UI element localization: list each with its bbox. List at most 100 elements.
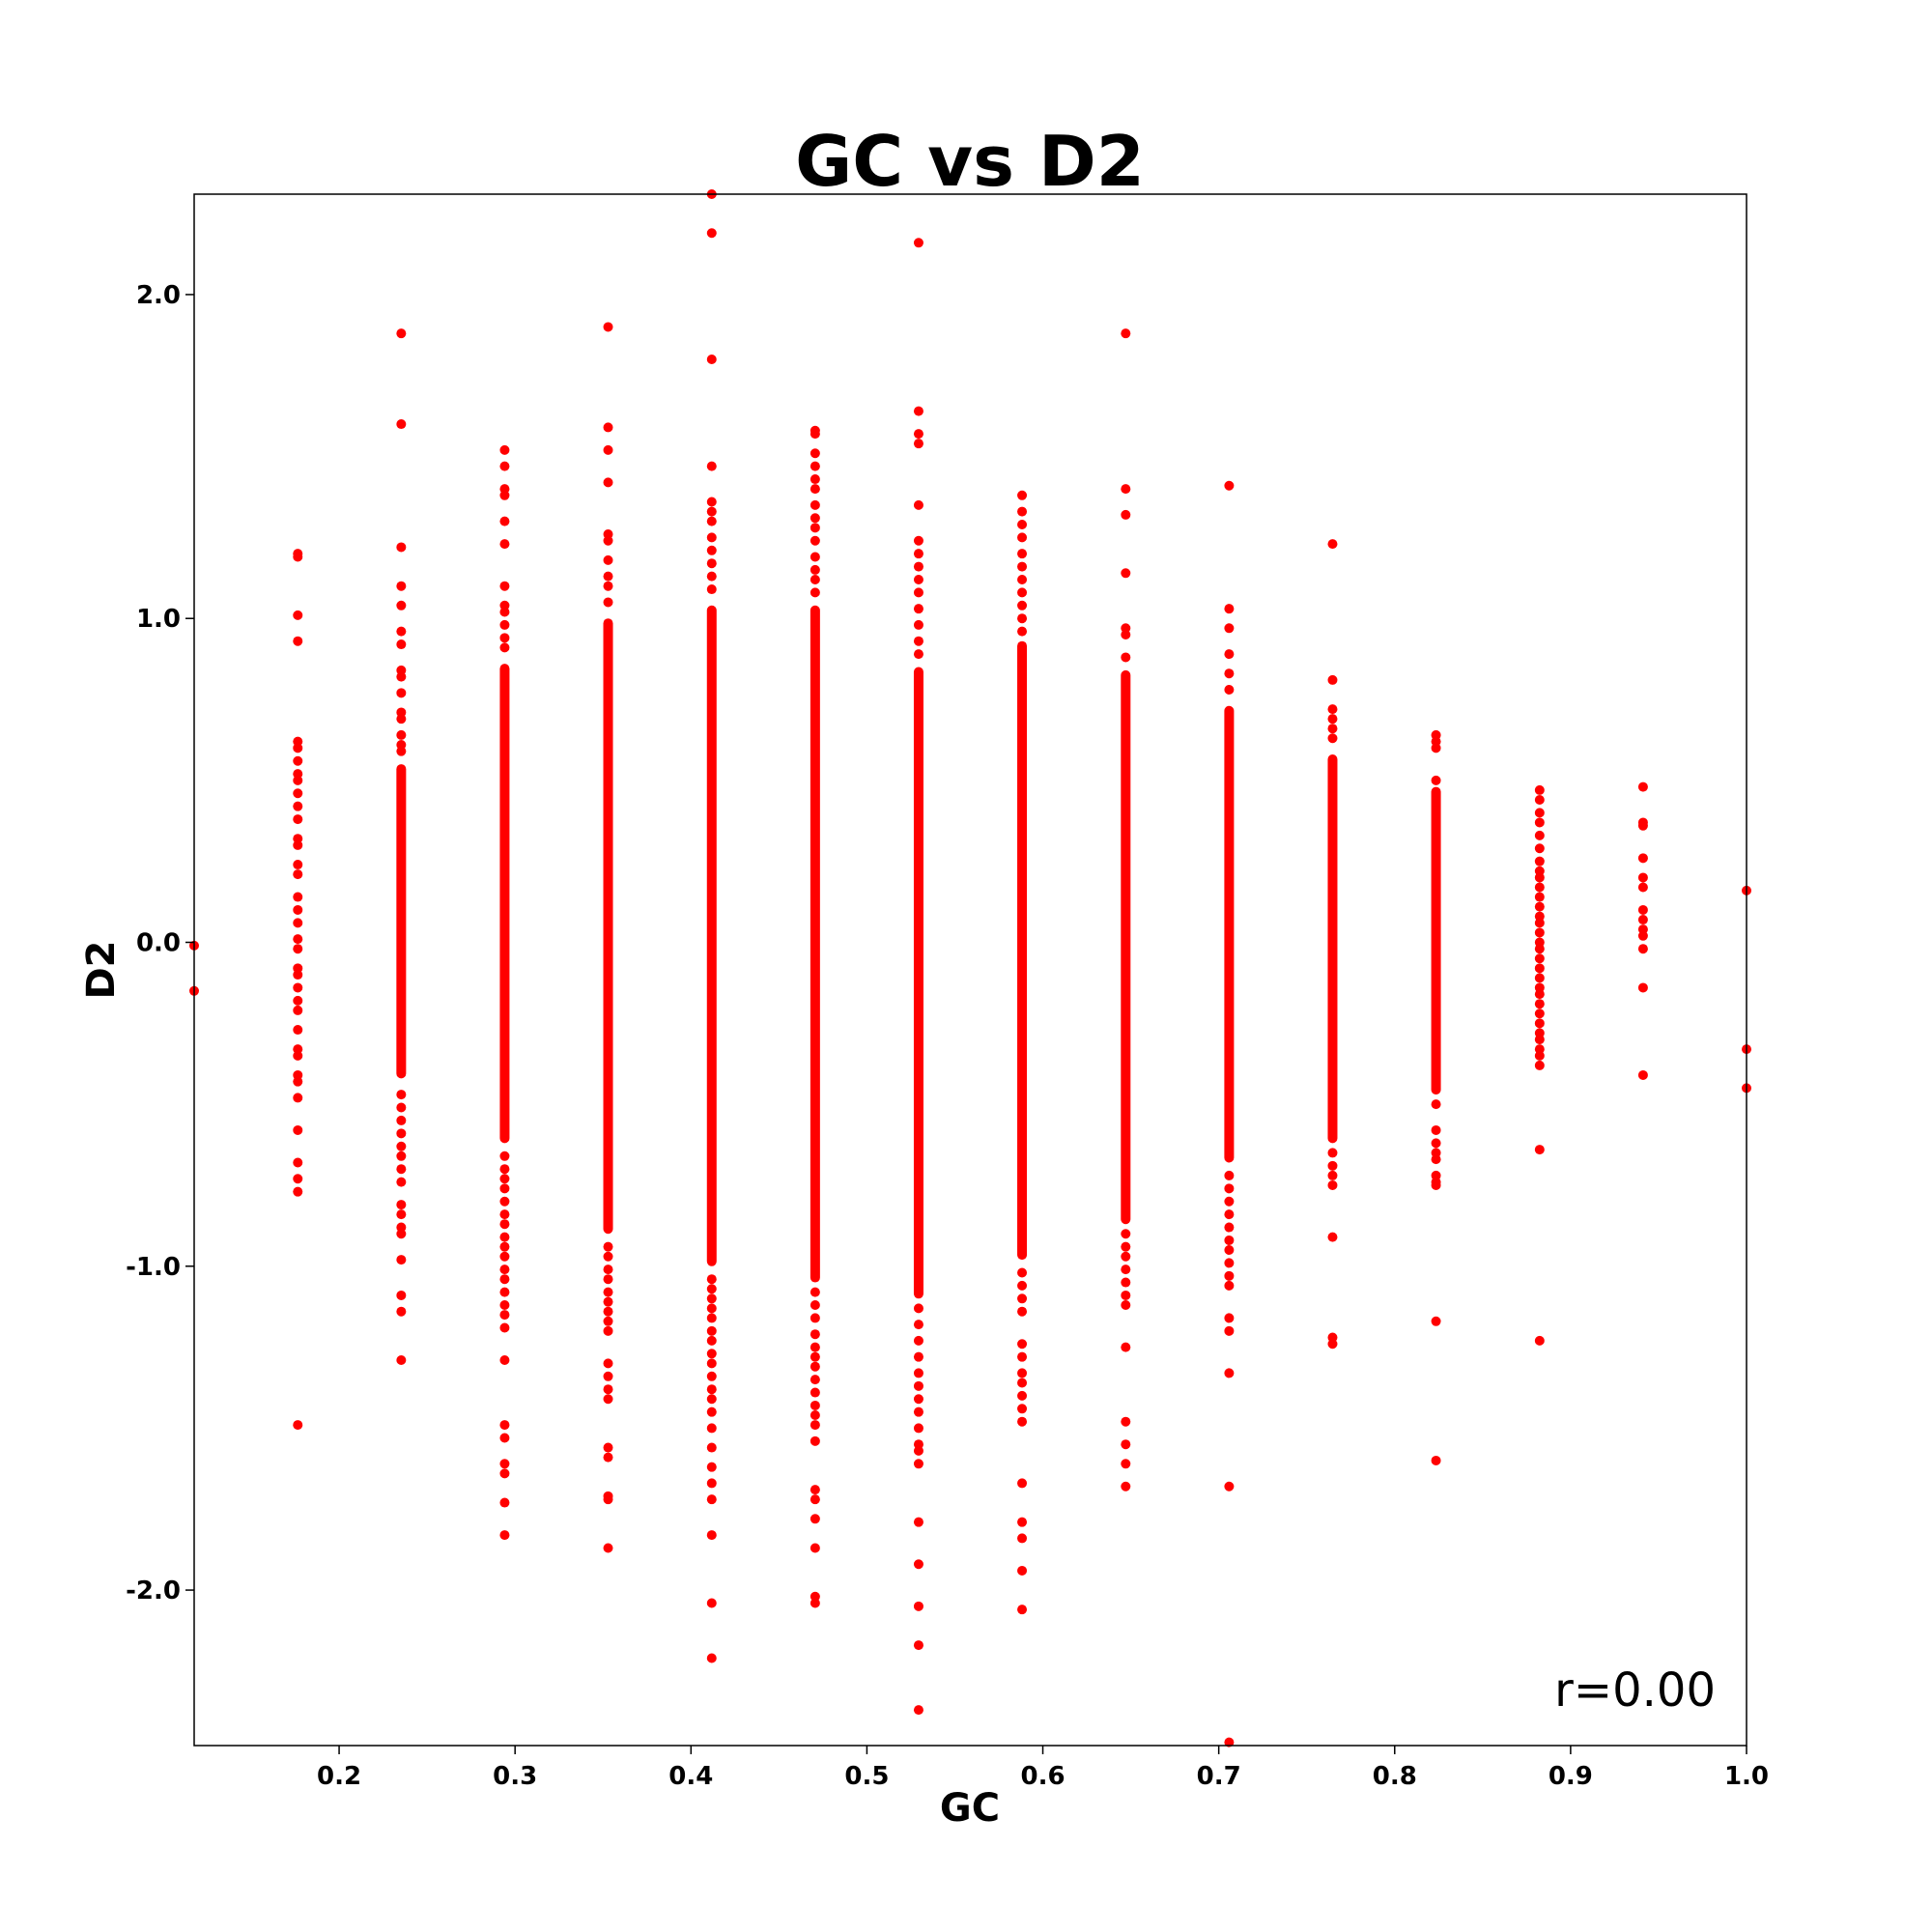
data-point (1534, 1009, 1545, 1019)
data-point (1637, 904, 1648, 915)
data-point (499, 1355, 510, 1366)
data-point (1224, 1209, 1235, 1220)
data-point (1534, 927, 1545, 938)
data-point (1534, 808, 1545, 818)
data-point (1017, 1306, 1028, 1317)
data-point (603, 1394, 613, 1405)
data-point (603, 1264, 613, 1275)
data-point (1017, 1339, 1028, 1350)
data-point (1121, 1342, 1131, 1352)
data-point (293, 982, 303, 993)
data-point (1637, 944, 1648, 954)
correlation-annotation: r=0.00 (1554, 1663, 1716, 1718)
data-point (1224, 1170, 1235, 1180)
data-point (499, 1232, 510, 1242)
data-column (706, 189, 717, 1663)
data-point (810, 1420, 820, 1431)
data-point (913, 1640, 923, 1651)
data-point (810, 513, 820, 524)
data-point (499, 633, 510, 643)
y-tick-label: 2.0 (136, 281, 181, 310)
data-point (1534, 999, 1545, 1009)
data-point (1224, 1313, 1235, 1323)
data-column (293, 549, 303, 1431)
data-point (810, 1543, 820, 1553)
data-point (913, 1320, 923, 1330)
data-point (396, 1115, 407, 1125)
data-point (293, 775, 303, 785)
data-point (1431, 775, 1441, 785)
data-point (603, 1316, 613, 1326)
data-point (1224, 1270, 1235, 1281)
data-point (396, 328, 407, 339)
data-point (1017, 506, 1028, 517)
data-point (706, 1358, 717, 1369)
data-point (913, 1380, 923, 1391)
data-point (1224, 1196, 1235, 1207)
data-point (293, 755, 303, 766)
x-tick-label: 0.2 (317, 1762, 361, 1791)
data-point (1327, 1179, 1338, 1190)
y-tick-label: -2.0 (126, 1577, 181, 1605)
data-point (706, 1313, 717, 1323)
data-point (1224, 1222, 1235, 1233)
data-point (1534, 830, 1545, 840)
data-point (1534, 817, 1545, 828)
data-point (1017, 1478, 1028, 1489)
data-column (913, 238, 923, 1716)
data-point (1534, 856, 1545, 867)
data-point (293, 743, 303, 753)
data-point (396, 1200, 407, 1210)
data-point (499, 1322, 510, 1333)
data-point (706, 1423, 717, 1434)
data-point (1637, 853, 1648, 864)
data-point (293, 918, 303, 928)
x-tick-label: 0.4 (668, 1762, 713, 1791)
data-point (1121, 1277, 1131, 1288)
chart-title: GC vs D2 (795, 121, 1145, 202)
x-tick-label: 0.7 (1197, 1762, 1241, 1791)
data-point (913, 1459, 923, 1469)
data-point (1637, 1069, 1648, 1080)
data-point (603, 1371, 613, 1381)
data-point (913, 1335, 923, 1346)
x-axis-label: GC (940, 1786, 1000, 1831)
data-column (603, 322, 613, 1553)
data-point (499, 1420, 510, 1431)
dense-point-band (1431, 786, 1441, 1095)
data-point (499, 1274, 510, 1285)
data-point (499, 516, 510, 526)
data-point (1327, 1160, 1338, 1171)
data-point (706, 497, 717, 507)
data-point (913, 1517, 923, 1527)
data-point (1534, 1145, 1545, 1155)
data-point (293, 814, 303, 825)
x-tick-label: 0.6 (1021, 1762, 1065, 1791)
data-point (1637, 930, 1648, 941)
data-point (706, 1303, 717, 1314)
data-point (1534, 1335, 1545, 1346)
data-point (499, 1196, 510, 1207)
x-tick-label: 1.0 (1724, 1762, 1769, 1791)
data-point (603, 444, 613, 455)
data-point (1224, 1737, 1235, 1747)
data-point (1121, 1229, 1131, 1239)
points-layer (189, 189, 1751, 1747)
data-point (1017, 1605, 1028, 1615)
data-point (1534, 882, 1545, 893)
data-point (1121, 1251, 1131, 1262)
data-column (1637, 781, 1648, 1080)
data-point (706, 1394, 717, 1405)
data-point (396, 1355, 407, 1366)
data-column (1224, 480, 1235, 1747)
dense-point-band (810, 605, 820, 1283)
data-point (603, 1543, 613, 1553)
data-point (499, 444, 510, 455)
data-point (1534, 1018, 1545, 1029)
data-point (499, 1183, 510, 1194)
data-point (499, 1468, 510, 1479)
data-point (603, 1384, 613, 1395)
data-point (1121, 1241, 1131, 1252)
data-point (706, 532, 717, 543)
